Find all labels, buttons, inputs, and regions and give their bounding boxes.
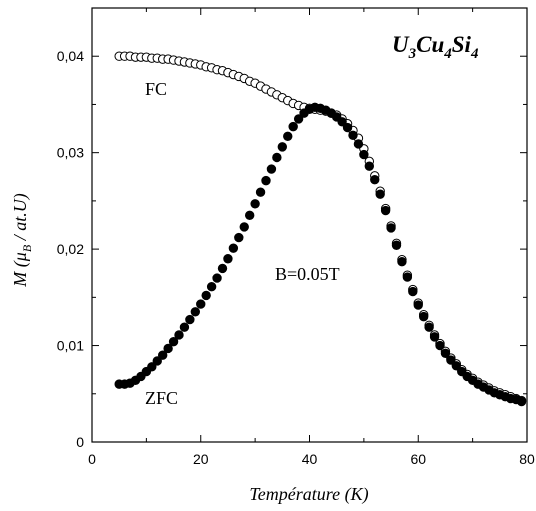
zfc-point xyxy=(353,139,364,149)
zfc-point xyxy=(440,348,451,358)
y-tick-label: 0,01 xyxy=(57,338,84,354)
x-tick-labels: 0 20 40 60 80 xyxy=(88,451,535,467)
zfc-point xyxy=(516,396,527,407)
zfc-point xyxy=(239,222,249,232)
zfc-point xyxy=(293,114,304,124)
zfc-point xyxy=(424,322,434,332)
compound-sub-3: 4 xyxy=(470,46,479,62)
zfc-point xyxy=(228,243,239,253)
zfc-point xyxy=(446,355,456,365)
annotation-field: B=0.05T xyxy=(275,264,340,284)
zfc-point xyxy=(359,149,369,160)
zfc-point xyxy=(348,130,358,141)
x-tick-label: 80 xyxy=(519,451,535,467)
zfc-point xyxy=(244,210,255,221)
zfc-point xyxy=(375,189,385,199)
zfc-point xyxy=(283,131,293,141)
zfc-point xyxy=(255,187,266,197)
y-tick-label: 0,02 xyxy=(57,241,84,257)
zfc-point xyxy=(163,343,173,354)
y-tick-labels: 0 0,01 0,02 0,03 0,04 xyxy=(57,48,84,450)
zfc-point xyxy=(402,272,413,282)
zfc-point xyxy=(386,223,396,233)
zfc-point xyxy=(157,350,168,360)
zfc-point xyxy=(250,199,260,209)
zfc-point xyxy=(408,286,418,297)
x-tick-label: 0 xyxy=(88,451,96,467)
zfc-point xyxy=(418,311,429,322)
zfc-point xyxy=(190,307,201,317)
zfc-point xyxy=(152,356,162,366)
zfc-point xyxy=(277,142,288,152)
zfc-point xyxy=(185,314,195,325)
y-axis-label-post: / at.U) xyxy=(10,193,31,245)
y-axis-label-sub: B xyxy=(20,244,34,252)
zfc-point xyxy=(288,121,298,132)
zfc-point xyxy=(168,336,179,347)
annotation-zfc: ZFC xyxy=(145,388,178,408)
compound-sub-2: 4 xyxy=(443,46,452,62)
zfc-point xyxy=(234,232,244,243)
zfc-point xyxy=(364,161,375,171)
zfc-point xyxy=(174,330,184,340)
zfc-point xyxy=(337,117,347,127)
zfc-point xyxy=(429,332,440,342)
zfc-point xyxy=(217,263,228,274)
zfc-point xyxy=(272,152,282,163)
zfc-point xyxy=(413,300,423,310)
zfc-point xyxy=(147,362,157,372)
zfc-point xyxy=(201,290,211,301)
compound-base-2: Cu xyxy=(416,32,444,57)
zfc-point xyxy=(451,361,462,371)
zfc-point xyxy=(342,122,353,133)
zfc-point xyxy=(370,174,380,185)
zfc-point xyxy=(206,282,217,292)
plot-frame xyxy=(91,7,528,443)
zfc-point xyxy=(397,256,407,267)
x-tick-label: 20 xyxy=(193,451,209,467)
y-axis-label-mu: μ xyxy=(10,252,30,262)
zfc-point xyxy=(266,164,277,174)
zfc-point xyxy=(212,273,222,283)
y-tick-label: 0 xyxy=(76,434,84,450)
compound-base-1: U xyxy=(392,32,410,57)
compound-base-3: Si xyxy=(452,32,472,57)
axis-ticks xyxy=(91,7,528,443)
x-tick-label: 60 xyxy=(410,451,426,467)
y-tick-label: 0,03 xyxy=(57,145,84,161)
y-axis-label: M (μB / at.U) xyxy=(10,193,34,287)
x-tick-label: 40 xyxy=(302,451,318,467)
zfc-point xyxy=(179,322,190,332)
x-axis-label: Température (K) xyxy=(249,484,368,505)
zfc-point xyxy=(223,254,233,264)
zfc-point xyxy=(380,205,391,216)
annotation-fc: FC xyxy=(145,79,167,99)
y-tick-label: 0,04 xyxy=(57,48,84,64)
series-zfc xyxy=(114,102,527,407)
compound-label: U3Cu4Si4 xyxy=(392,32,479,62)
zfc-point xyxy=(391,240,402,250)
compound-sub-1: 3 xyxy=(408,46,417,62)
zfc-point xyxy=(435,340,445,351)
zfc-point xyxy=(196,299,206,309)
y-axis-label-pre: M ( xyxy=(10,260,31,287)
zfc-point xyxy=(261,175,271,186)
